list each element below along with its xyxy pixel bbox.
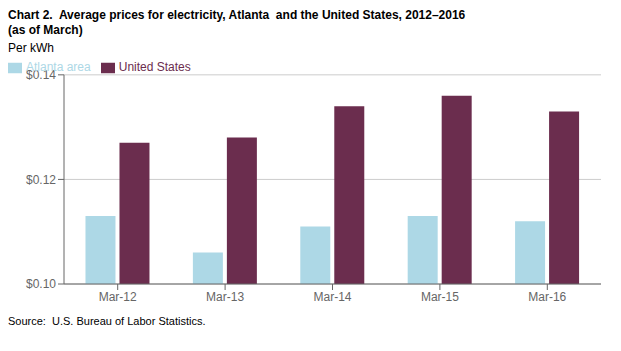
svg-text:$0.14: $0.14 xyxy=(26,68,56,82)
svg-text:Mar-12: Mar-12 xyxy=(99,290,137,304)
svg-text:Mar-16: Mar-16 xyxy=(528,290,566,304)
svg-text:Mar-13: Mar-13 xyxy=(206,290,244,304)
svg-text:Mar-15: Mar-15 xyxy=(421,290,459,304)
svg-text:Mar-14: Mar-14 xyxy=(313,290,351,304)
svg-text:$0.10: $0.10 xyxy=(26,277,56,291)
svg-text:$0.12: $0.12 xyxy=(26,173,56,187)
